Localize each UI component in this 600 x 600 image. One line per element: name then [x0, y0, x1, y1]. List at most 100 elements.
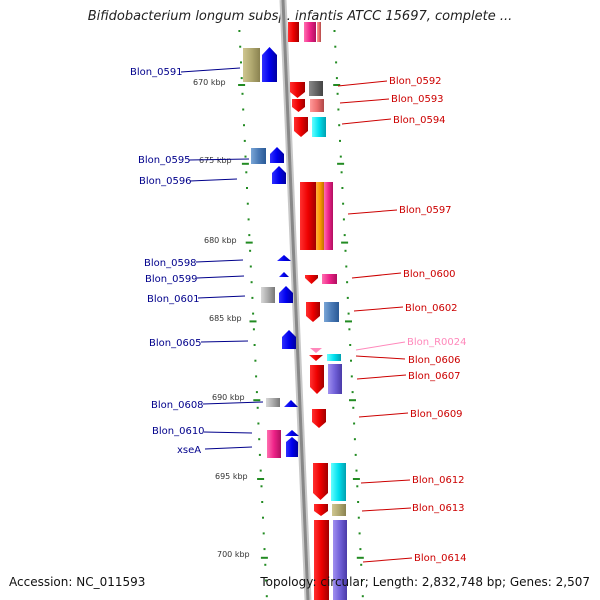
gene-arrow[interactable] [294, 117, 308, 137]
right-tick-mark [354, 453, 357, 456]
gene-label-blon-0613[interactable]: Blon_0613 [412, 503, 465, 514]
gene-arrow[interactable] [284, 400, 298, 407]
gene-block[interactable] [327, 354, 341, 361]
gene-arrow[interactable] [277, 255, 291, 261]
gene-block[interactable] [251, 148, 266, 164]
gene-label-blon-0607[interactable]: Blon_0607 [408, 371, 461, 382]
gene-label-blon-0601[interactable]: Blon_0601 [147, 294, 200, 305]
gene-block[interactable] [331, 463, 346, 501]
right-tick-mark-major [333, 84, 341, 86]
gene-arrow[interactable] [279, 272, 289, 277]
gene-block[interactable] [310, 99, 324, 112]
gene-label-blon-0609[interactable]: Blon_0609 [410, 409, 463, 420]
gene-block[interactable] [316, 182, 324, 250]
gene-arrow[interactable] [262, 47, 277, 82]
right-tick-mark [338, 124, 341, 127]
gene-arrow[interactable] [286, 437, 298, 457]
left-gene-labels: Blon_0591 Blon_0595 Blon_0596 Blon_0598 … [130, 67, 264, 456]
right-tick-mark [343, 234, 346, 237]
gene-label-blon-0596[interactable]: Blon_0596 [139, 176, 192, 187]
left-tick-mark [252, 328, 255, 331]
gene-arrow[interactable] [306, 302, 320, 322]
topology-label: Topology: circular; Length: 2,832,748 bp… [260, 575, 590, 589]
gene-arrow[interactable] [292, 99, 305, 112]
gene-label-blon-0610[interactable]: Blon_0610 [152, 426, 205, 437]
gene-arrow[interactable] [312, 409, 326, 428]
gene-arrow[interactable] [270, 147, 284, 163]
gene-label-blon-0595[interactable]: Blon_0595 [138, 155, 191, 166]
genome-backbone-core [281, 0, 310, 600]
scale-label-700: 700 kbp [217, 550, 250, 559]
left-tick-mark [264, 563, 267, 566]
left-tick-mark [238, 30, 241, 32]
gene-block[interactable] [300, 182, 316, 250]
gene-block[interactable] [261, 287, 275, 303]
gene-arrow[interactable] [282, 330, 296, 349]
left-tick-mark [240, 61, 242, 64]
right-tick-mark [351, 391, 354, 394]
scale-label-695: 695 kbp [215, 472, 248, 481]
right-tick-track [333, 30, 364, 598]
gene-block[interactable] [309, 81, 323, 96]
gene-arrow[interactable] [305, 275, 318, 284]
right-tick-mark [341, 187, 344, 189]
gene-arrow[interactable] [314, 504, 328, 516]
gene-label-blon-0612[interactable]: Blon_0612 [412, 475, 465, 486]
gene-label-blon-0599[interactable]: Blon_0599 [145, 274, 198, 285]
gene-label-blon-0606[interactable]: Blon_0606 [408, 355, 461, 366]
gene-block[interactable] [317, 22, 321, 42]
left-tick-mark [239, 45, 242, 48]
left-tick-mark [258, 438, 261, 441]
gene-block[interactable] [324, 182, 333, 250]
gene-block[interactable] [312, 117, 326, 137]
left-tick-mark [262, 532, 265, 535]
left-tick-mark [261, 501, 264, 503]
left-tick-mark [256, 406, 259, 409]
gene-block[interactable] [328, 364, 342, 394]
gene-block[interactable] [324, 302, 339, 322]
left-tick-mark [259, 469, 262, 472]
gene-arrow[interactable] [313, 463, 328, 500]
gene-label-blon-r0024[interactable]: Blon_R0024 [407, 337, 467, 348]
gene-label-blon-0594[interactable]: Blon_0594 [393, 115, 446, 126]
gene-label-blon-0605[interactable]: Blon_0605 [149, 338, 202, 349]
right-tick-mark [348, 328, 351, 331]
left-tick-track [238, 30, 268, 598]
gene-label-blon-0602[interactable]: Blon_0602 [405, 303, 458, 314]
gene-arrow[interactable] [290, 82, 305, 98]
right-tick-mark [339, 139, 341, 142]
right-tick-mark [333, 30, 336, 32]
gene-block[interactable] [243, 48, 260, 82]
gene-label-blon-0592[interactable]: Blon_0592 [389, 76, 442, 87]
left-tick-mark [244, 155, 247, 158]
gene-block[interactable] [332, 504, 346, 516]
right-tick-mark [346, 296, 349, 299]
gene-block[interactable] [288, 22, 299, 42]
gene-block[interactable] [314, 520, 329, 600]
gene-label-blon-0614[interactable]: Blon_0614 [414, 553, 467, 564]
scale-label-685: 685 kbp [209, 314, 242, 323]
gene-label-blon-0608[interactable]: Blon_0608 [151, 400, 204, 411]
gene-block[interactable] [266, 398, 280, 407]
gene-arrow[interactable] [279, 286, 293, 303]
right-tick-mark-major [337, 162, 345, 165]
gene-label-blon-0598[interactable]: Blon_0598 [144, 258, 197, 269]
left-tick-mark [249, 265, 252, 268]
gene-block[interactable] [322, 274, 337, 284]
gene-block[interactable] [333, 520, 347, 600]
gene-arrow[interactable] [272, 166, 286, 184]
gene-arrow[interactable] [310, 365, 324, 394]
gene-label-xsea[interactable]: xseA [177, 445, 201, 456]
gene-arrow[interactable] [285, 430, 299, 436]
gene-arrow[interactable] [309, 355, 323, 361]
left-tick-mark [246, 202, 249, 205]
gene-label-blon-0593[interactable]: Blon_0593 [391, 94, 444, 105]
gene-arrow[interactable] [310, 348, 322, 353]
left-tick-mark [251, 296, 254, 299]
gene-label-blon-0597[interactable]: Blon_0597 [399, 205, 452, 216]
gene-label-blon-0591[interactable]: Blon_0591 [130, 67, 183, 78]
gene-block[interactable] [304, 22, 316, 42]
left-tick-mark [265, 579, 267, 582]
gene-label-blon-0600[interactable]: Blon_0600 [403, 269, 456, 280]
gene-block[interactable] [267, 430, 281, 458]
